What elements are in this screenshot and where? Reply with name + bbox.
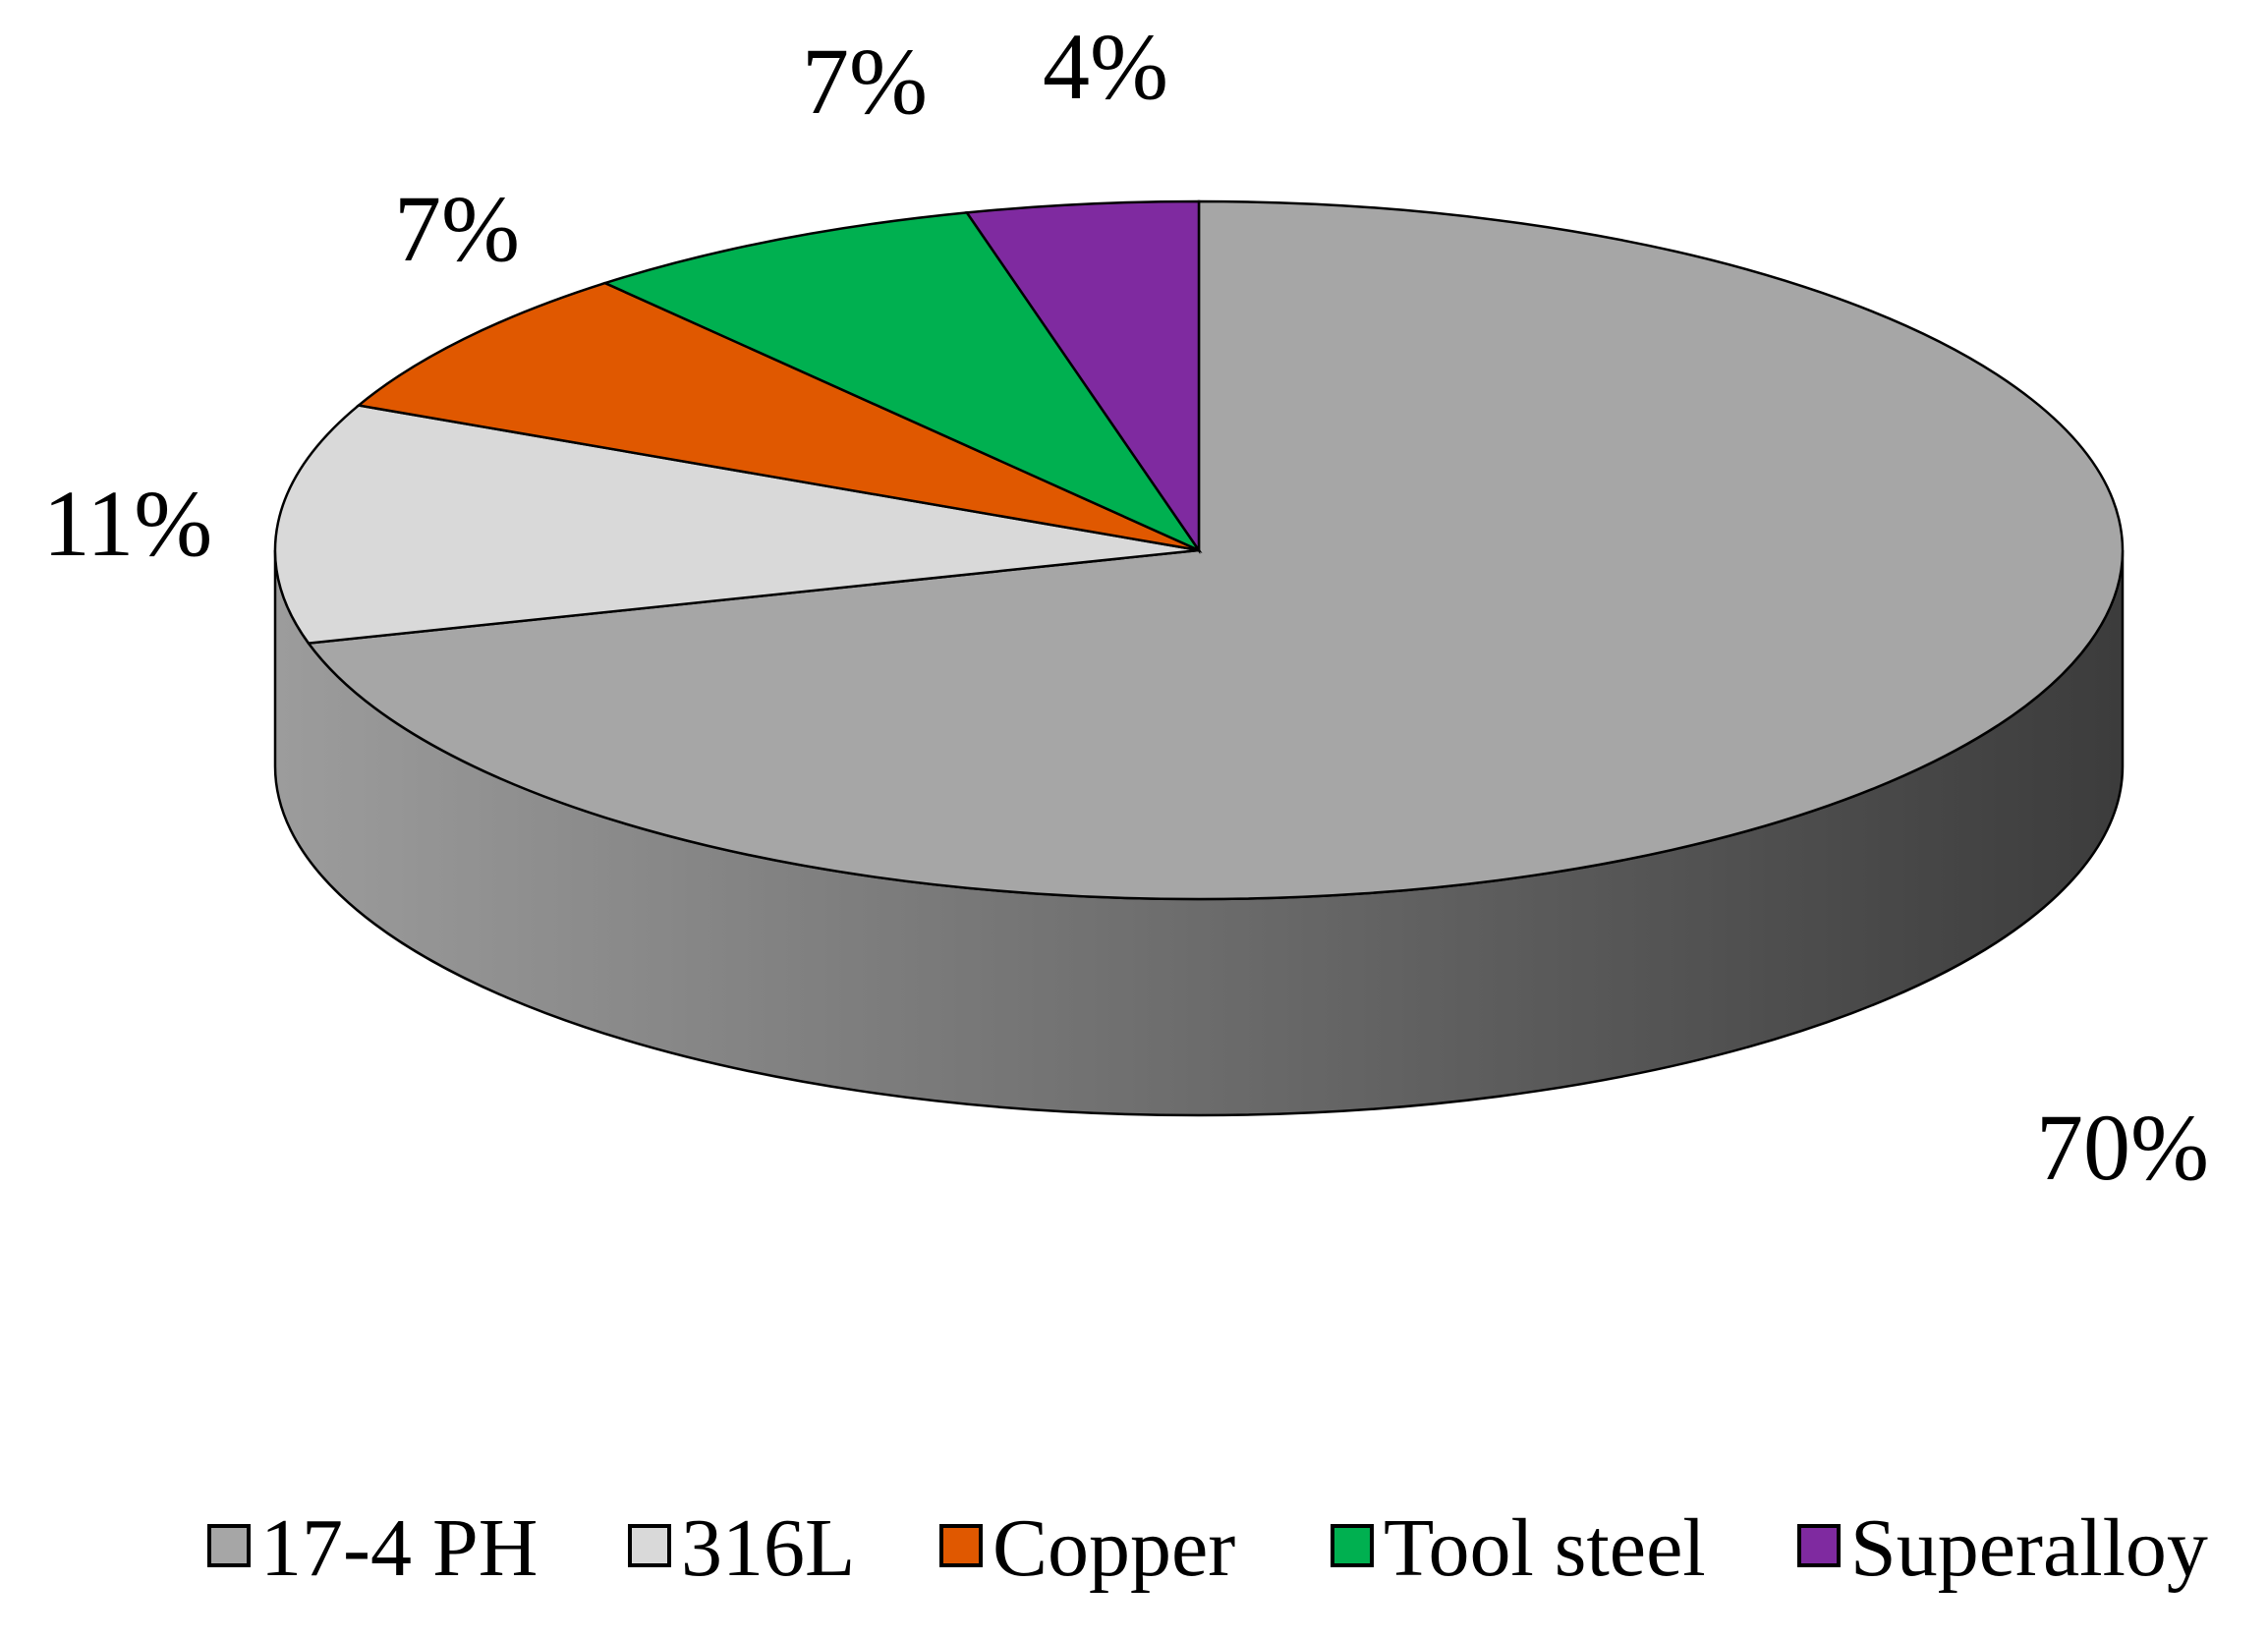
legend-label-tool-steel: Tool steel [1384, 1502, 1706, 1594]
legend-swatch-17-4-ph [207, 1524, 251, 1567]
data-label-superalloy: 4% [1043, 14, 1168, 119]
legend-label-316l: 316L [681, 1502, 855, 1594]
legend-label-superalloy: Superalloy [1850, 1502, 2208, 1594]
legend-swatch-tool-steel [1331, 1524, 1374, 1567]
pie-data-labels: 70% 11% 7% 7% 4% [43, 14, 2209, 1200]
legend-label-17-4-ph: 17-4 PH [260, 1502, 538, 1594]
legend-item-316l: 316L [628, 1502, 855, 1594]
legend-item-superalloy: Superalloy [1797, 1502, 2208, 1594]
legend-item-17-4-ph: 17-4 PH [207, 1502, 538, 1594]
pie-slices [273, 199, 2125, 901]
pie-slice-316l [273, 404, 1200, 645]
legend-swatch-superalloy [1797, 1524, 1841, 1567]
pie-slice-copper [356, 281, 1200, 552]
legend-swatch-316l [628, 1524, 671, 1567]
legend-item-tool-steel: Tool steel [1331, 1502, 1706, 1594]
legend-swatch-copper [939, 1524, 983, 1567]
pie-slice-17-4-ph [306, 199, 2125, 901]
legend-item-copper: Copper [939, 1502, 1235, 1594]
pie-slice-superalloy [964, 199, 1201, 555]
data-label-316l: 11% [43, 471, 212, 576]
data-label-17-4-ph: 70% [2036, 1095, 2209, 1200]
data-label-copper: 7% [394, 176, 520, 281]
legend: 17-4 PH 316L Copper Tool steel Superalloy [207, 1502, 2208, 1594]
legend-label-copper: Copper [992, 1502, 1235, 1594]
data-label-tool-steel: 7% [802, 28, 928, 134]
pie-slice-tool-steel [601, 211, 1203, 553]
